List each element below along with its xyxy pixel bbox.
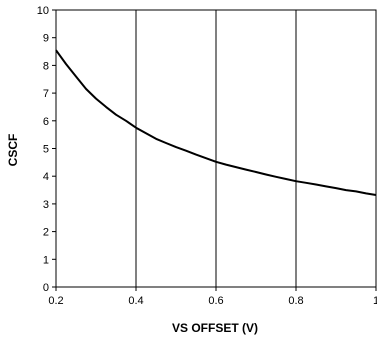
y-tick-label: 6	[43, 116, 49, 128]
y-tick-label: 0	[43, 282, 49, 294]
x-axis-title: VS OFFSET (V)	[172, 321, 258, 335]
x-tick-label: 0.4	[128, 295, 143, 307]
series-layer	[55, 49, 377, 196]
y-axis-title: CSCF	[6, 134, 20, 167]
y-tick-label: 9	[43, 33, 49, 45]
x-tick-label: 1	[373, 295, 377, 307]
y-tick-label: 4	[43, 171, 49, 183]
y-tick-label: 2	[43, 227, 49, 239]
grid	[55, 9, 377, 288]
series-line	[55, 49, 377, 196]
y-tick-label: 8	[43, 60, 49, 72]
y-tick-label: 3	[43, 199, 49, 211]
y-tick-label: 7	[43, 88, 49, 100]
y-tick-label: 5	[43, 144, 49, 156]
y-tick-label: 10	[37, 5, 49, 17]
y-tick-label: 1	[43, 254, 49, 266]
x-tick-label: 0.6	[208, 295, 223, 307]
x-tick-label: 0.8	[288, 295, 303, 307]
x-tick-label: 0.2	[48, 295, 63, 307]
